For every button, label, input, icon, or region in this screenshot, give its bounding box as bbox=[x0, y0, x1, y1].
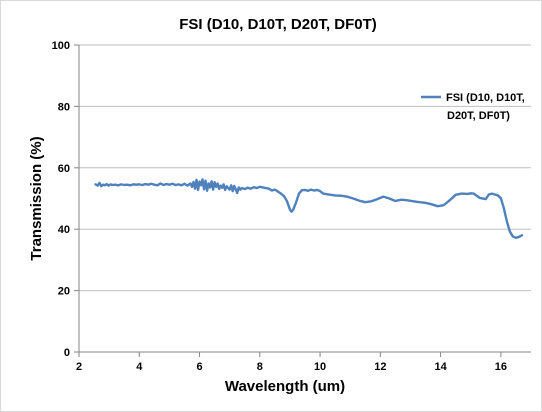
chart-title: FSI (D10, D10T, D20T, DF0T) bbox=[179, 16, 377, 33]
y-tick-label-80: 80 bbox=[58, 101, 70, 113]
y-tick-label-0: 0 bbox=[64, 347, 70, 359]
x-axis-title: Wavelength (um) bbox=[225, 378, 345, 395]
y-tick-label-60: 60 bbox=[58, 163, 70, 175]
x-tick-label-10: 10 bbox=[314, 361, 326, 373]
series-layer bbox=[94, 178, 524, 240]
y-axis-title: Transmission (%) bbox=[28, 136, 45, 260]
y-tick-label-40: 40 bbox=[58, 224, 70, 236]
y-tick-label-20: 20 bbox=[58, 286, 70, 298]
x-tick-label-16: 16 bbox=[495, 361, 507, 373]
x-tick-label-4: 4 bbox=[136, 361, 143, 373]
gridlines bbox=[79, 44, 531, 292]
x-tick-label-2: 2 bbox=[76, 361, 82, 373]
y-tick-label-100: 100 bbox=[52, 40, 70, 52]
x-tick-label-14: 14 bbox=[434, 361, 447, 373]
legend: FSI (D10, D10T, D20T, DF0T) bbox=[421, 92, 525, 122]
x-tick-label-8: 8 bbox=[257, 361, 263, 373]
x-tick-label-6: 6 bbox=[196, 361, 202, 373]
legend-label-line-1: FSI (D10, D10T, bbox=[446, 92, 525, 104]
tick-labels: 0 20 40 60 80 100 2 4 6 8 10 12 14 16 bbox=[52, 40, 507, 373]
x-tick-label-12: 12 bbox=[374, 361, 386, 373]
axes bbox=[74, 44, 531, 357]
legend-label-line-2: D20T, DF0T) bbox=[447, 110, 510, 122]
series-line-0 bbox=[94, 178, 524, 240]
